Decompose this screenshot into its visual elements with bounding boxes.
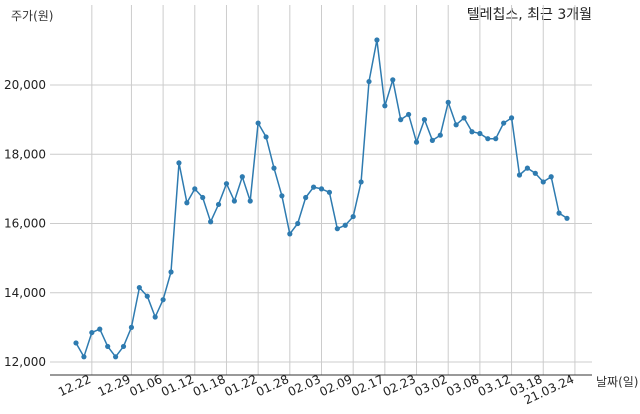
data-point <box>310 184 317 190</box>
data-point <box>73 340 79 346</box>
data-point <box>398 117 404 123</box>
data-point <box>406 111 412 118</box>
data-point <box>429 137 435 143</box>
data-point <box>128 324 135 330</box>
data-point <box>263 134 269 140</box>
data-point <box>231 198 237 204</box>
data-point <box>144 293 150 299</box>
data-point <box>382 103 388 109</box>
data-point <box>97 326 103 332</box>
data-point <box>318 186 325 192</box>
data-point <box>493 136 499 142</box>
data-point <box>540 179 546 185</box>
data-point <box>168 269 174 275</box>
data-point <box>81 354 87 360</box>
data-point <box>160 297 166 303</box>
data-point <box>485 136 491 142</box>
y-tick-label: 18,000 <box>4 147 46 161</box>
data-point <box>105 343 111 350</box>
data-point <box>532 170 538 176</box>
data-point <box>255 120 261 126</box>
y-axis-title: 주가(원) <box>11 9 53 23</box>
data-point <box>247 198 253 204</box>
data-point <box>350 213 356 220</box>
data-point <box>358 179 364 185</box>
data-point <box>445 99 451 105</box>
x-axis: 12.22 12.2901.0601.1201.1801.2201.2802.03… <box>56 372 576 407</box>
data-point <box>334 226 340 232</box>
data-point <box>342 222 348 228</box>
data-point <box>295 220 301 227</box>
y-axis: 12,000 14,000 16,000 18,000 20,000 <box>4 78 46 369</box>
data-point <box>176 160 182 166</box>
y-tick-label: 14,000 <box>4 286 46 300</box>
data-point <box>548 174 554 180</box>
data-point <box>152 314 158 320</box>
data-point <box>184 200 190 206</box>
data-point <box>461 115 467 121</box>
data-point <box>413 139 420 145</box>
data-point <box>208 219 214 225</box>
data-point <box>366 78 372 85</box>
data-point <box>453 122 459 128</box>
data-point <box>271 165 277 171</box>
data-point <box>564 215 570 221</box>
data-point <box>112 354 119 360</box>
data-point <box>508 115 515 121</box>
data-point <box>390 77 396 83</box>
y-tick-label: 12,000 <box>4 355 46 369</box>
data-point <box>136 284 142 291</box>
data-point <box>89 329 95 336</box>
data-point <box>239 174 245 180</box>
data-point <box>200 194 206 201</box>
data-point <box>279 193 285 199</box>
data-point <box>374 37 380 43</box>
data-point <box>437 132 443 138</box>
data-point <box>215 201 222 208</box>
data-point <box>469 129 475 135</box>
data-point <box>287 231 293 237</box>
data-point <box>516 172 523 178</box>
data-point <box>303 194 309 201</box>
data-point <box>120 343 127 350</box>
series-layer <box>73 37 570 360</box>
data-point <box>223 181 230 187</box>
data-point <box>524 165 531 171</box>
data-point <box>477 130 483 137</box>
x-tick-label: 12.22 <box>56 372 93 399</box>
chart-title: 텔레칩스, 최근 3개월 <box>467 7 592 23</box>
data-point <box>556 210 562 216</box>
y-tick-label: 16,000 <box>4 217 46 231</box>
data-point <box>421 117 428 123</box>
x-axis-title: 날짜(일) <box>596 375 638 389</box>
y-tick-label: 20,000 <box>4 78 46 92</box>
data-point <box>326 189 333 195</box>
data-point <box>192 186 198 192</box>
data-point <box>501 120 507 126</box>
